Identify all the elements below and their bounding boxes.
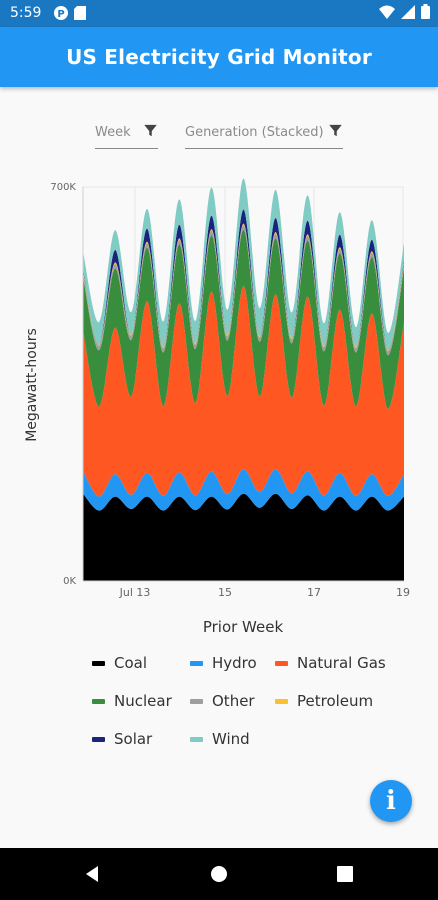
battery-icon <box>421 4 430 23</box>
legend-item-petroleum[interactable]: Petroleum <box>275 692 373 710</box>
svg-text:P: P <box>57 9 64 20</box>
legend-label: Petroleum <box>297 692 374 710</box>
view-dropdown[interactable]: Generation (Stacked) <box>185 116 343 149</box>
legend-label: Hydro <box>212 654 257 672</box>
area-series-nuclear <box>83 229 404 409</box>
y-tick-label: 0K <box>63 576 76 587</box>
nav-bar <box>0 848 438 900</box>
area-series-natural-gas <box>83 286 404 497</box>
info-button[interactable]: i <box>370 780 412 822</box>
period-dropdown-label: Week <box>95 124 131 140</box>
legend-swatch <box>190 736 203 742</box>
signal-icon <box>401 4 415 23</box>
legend-item-other[interactable]: Other <box>190 692 255 710</box>
status-time: 5:59 <box>10 5 42 21</box>
legend-item-natural-gas[interactable]: Natural Gas <box>275 654 386 672</box>
app-title: US Electricity Grid Monitor <box>66 45 372 69</box>
x-axis-label: Prior Week <box>203 618 284 636</box>
legend-swatch <box>92 660 105 666</box>
legend-label: Coal <box>114 654 148 672</box>
legend-swatch <box>92 698 105 704</box>
info-icon: i <box>386 786 396 816</box>
legend-label: Other <box>212 692 255 710</box>
recents-icon[interactable] <box>333 862 357 886</box>
generation-chart: 700K 0K Jul 13 15 17 19 Prior Week Megaw… <box>24 178 410 636</box>
app-bar: US Electricity Grid Monitor <box>0 27 438 87</box>
legend-label: Wind <box>212 730 250 748</box>
wifi-icon <box>379 4 395 23</box>
legend-swatch <box>275 660 288 666</box>
filter-icon <box>143 123 158 142</box>
legend-item-solar[interactable]: Solar <box>92 730 152 748</box>
status-bar: 5:59 P <box>0 0 438 27</box>
filter-icon <box>328 123 343 142</box>
back-icon[interactable] <box>80 862 104 886</box>
area-series-coal <box>83 493 404 581</box>
legend-swatch <box>275 698 288 704</box>
period-dropdown[interactable]: Week <box>95 116 158 149</box>
legend-label: Natural Gas <box>297 654 386 672</box>
area-series-hydro <box>83 468 404 511</box>
home-icon[interactable] <box>207 862 231 886</box>
view-dropdown-label: Generation (Stacked) <box>185 124 324 140</box>
y-tick-label: 700K <box>50 182 76 193</box>
legend-label: Solar <box>114 730 153 748</box>
legend-item-coal[interactable]: Coal <box>92 654 147 672</box>
legend-swatch <box>190 698 203 704</box>
legend-item-nuclear[interactable]: Nuclear <box>92 692 172 710</box>
x-tick-label: 15 <box>218 586 232 599</box>
legend-item-hydro[interactable]: Hydro <box>190 654 257 672</box>
legend-swatch <box>190 660 203 666</box>
legend-item-wind[interactable]: Wind <box>190 730 250 748</box>
legend-label: Nuclear <box>114 692 172 710</box>
x-tick-label: 19 <box>396 586 410 599</box>
y-axis-label: Megawatt-hours <box>24 328 40 442</box>
x-tick-label: Jul 13 <box>119 586 151 599</box>
sim-card-icon <box>74 5 86 24</box>
app-p-icon: P <box>54 5 68 24</box>
x-tick-label: 17 <box>307 586 321 599</box>
legend-swatch <box>92 736 105 742</box>
